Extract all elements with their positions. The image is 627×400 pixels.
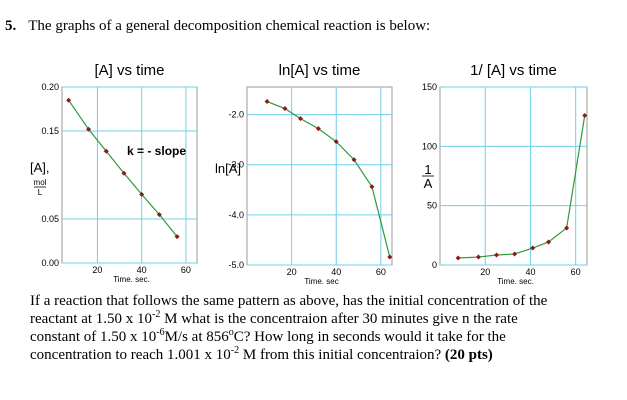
x-tick-label: 60 <box>181 265 191 275</box>
data-line <box>458 115 586 259</box>
question-number: 5. <box>5 18 17 34</box>
question-text: If a reaction that follows the same patt… <box>30 293 548 327</box>
y-axis-label: [A], <box>30 160 50 175</box>
data-point <box>455 255 461 261</box>
chart-title: 1/ [A] vs time <box>470 62 557 79</box>
data-point <box>121 170 127 176</box>
x-axis-label: Time. sec. <box>113 275 150 284</box>
data-point <box>582 112 588 118</box>
y-tick-label: -4.0 <box>228 210 244 220</box>
data-point <box>369 184 375 190</box>
chart-title: ln[A] vs time <box>279 62 361 79</box>
y-tick-label: 0.05 <box>41 214 59 224</box>
y-label-denominator: A <box>424 176 433 191</box>
data-point <box>298 116 304 122</box>
data-point <box>315 126 321 132</box>
y-tick-label: -3.0 <box>228 160 244 170</box>
data-point <box>351 157 357 163</box>
x-tick-label: 60 <box>376 267 386 277</box>
plot-area <box>439 86 588 266</box>
data-line <box>266 100 391 258</box>
y-tick-label: 0.00 <box>41 258 59 268</box>
data-point <box>530 245 536 251</box>
data-point <box>333 139 339 145</box>
data-point <box>387 254 393 260</box>
y-tick-label: 150 <box>422 82 437 92</box>
x-tick-label: 20 <box>287 267 297 277</box>
data-point <box>546 239 552 245</box>
chart-title: [A] vs time <box>94 62 164 79</box>
x-tick-label: 40 <box>525 267 535 277</box>
y-tick-label: -2.0 <box>228 110 244 120</box>
question-text: C? How long in seconds would it take for… <box>30 329 506 363</box>
y-tick-label: 0.15 <box>41 126 59 136</box>
data-point <box>66 97 72 103</box>
y-axis-label: ln[A] <box>215 161 241 176</box>
y-tick-label: 0 <box>432 260 437 270</box>
question-text: -2 <box>230 345 240 356</box>
question-intro: The graphs of a general decomposition ch… <box>28 18 431 34</box>
question-body: If a reaction that follows the same patt… <box>30 292 558 364</box>
data-point <box>494 252 500 258</box>
charts: 0.00 0.05 0.15 0.20 20 40 60 [A] vs time Time. s… <box>30 62 588 286</box>
data-point <box>86 126 92 132</box>
x-tick-label: 40 <box>137 265 147 275</box>
y-tick-label: -5.0 <box>228 260 244 270</box>
y-label-numerator: mol <box>34 178 47 187</box>
data-point <box>174 234 180 240</box>
data-point <box>103 148 109 154</box>
question-text: M/s at 856 <box>164 329 229 345</box>
x-tick-label: 20 <box>92 265 102 275</box>
question-text: o <box>228 327 234 338</box>
data-point <box>512 251 518 257</box>
data-point <box>564 225 570 231</box>
annotation: k = - slope <box>127 144 186 158</box>
question-text: M from this initial concentraion? <box>239 347 445 363</box>
x-tick-label: 20 <box>480 267 490 277</box>
data-point <box>475 254 481 260</box>
x-axis-label: Time. sec. <box>497 277 534 286</box>
question-text: -2 <box>152 309 161 320</box>
y-tick-label: 0.20 <box>41 82 59 92</box>
data-point <box>264 99 270 105</box>
x-tick-label: 40 <box>331 267 341 277</box>
y-tick-label: 100 <box>422 141 437 151</box>
data-point <box>156 212 162 218</box>
data-point <box>282 106 288 112</box>
y-label-denominator: L <box>38 188 43 197</box>
question-text: -6 <box>156 327 165 338</box>
y-label-numerator: 1 <box>424 162 431 177</box>
x-tick-label: 60 <box>571 267 581 277</box>
question-text: (20 pts) <box>444 347 493 363</box>
data-point <box>139 191 145 197</box>
question-text: M what is the concentraion after 30 minu… <box>30 311 518 345</box>
y-tick-label: 50 <box>427 201 437 211</box>
plot-area <box>246 86 393 266</box>
question-header: 5. The graphs of a general decomposition … <box>5 18 430 35</box>
x-axis-label: Time. sec <box>304 277 338 286</box>
